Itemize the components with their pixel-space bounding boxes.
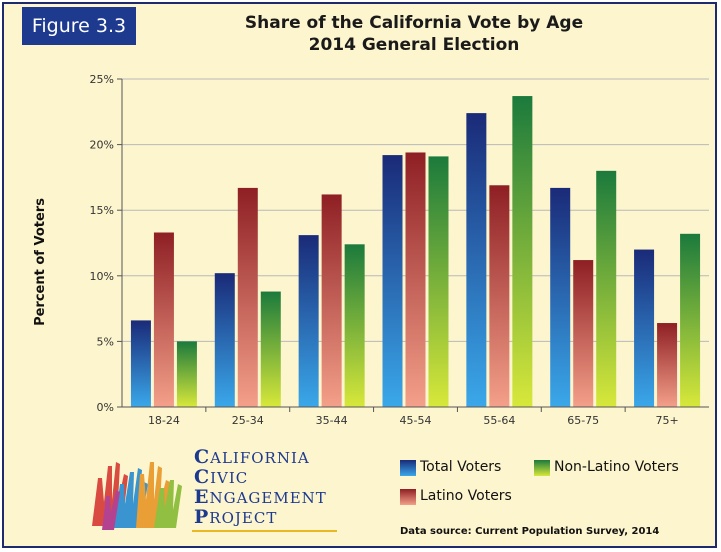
bar-nonlatino: [680, 233, 701, 407]
legend-latino: Latino Voters: [420, 488, 512, 504]
x-tick-label: 18-24: [148, 414, 180, 427]
chart-subtitle: 2014 General Election: [308, 35, 520, 55]
bar-nonlatino: [512, 96, 533, 407]
x-tick-label: 45-54: [400, 414, 432, 427]
logo-underline: [192, 530, 337, 532]
chart-title: Share of the California Vote by Age: [244, 13, 584, 33]
bar-nonlatino: [176, 341, 197, 407]
bar-total: [634, 249, 655, 407]
x-tick-label: 25-34: [232, 414, 264, 427]
bar-total: [298, 235, 319, 407]
bar-latino: [153, 232, 174, 407]
x-tick-label: 35-44: [316, 414, 348, 427]
bar-latino: [321, 194, 342, 407]
logo-word-civic: CIVIC: [194, 466, 249, 488]
legend-total: Total Voters: [420, 459, 502, 475]
legend-nonlatino: Non-Latino Voters: [554, 459, 679, 475]
legend-swatch-latino: [400, 489, 416, 505]
bar-total: [466, 113, 487, 407]
logo-word-engagement: ENGAGEMENT: [194, 486, 327, 508]
bars: [130, 96, 701, 407]
bar-nonlatino: [596, 170, 617, 407]
raised-hands-icon: [92, 462, 182, 530]
x-tick-label: 55-64: [483, 414, 515, 427]
y-axis-label: Percent of Voters: [33, 198, 48, 326]
cce-logo: CALIFORNIA CIVIC ENGAGEMENT PROJECT: [84, 444, 344, 534]
bar-nonlatino: [260, 291, 281, 407]
logo-word-project: PROJECT: [194, 506, 278, 528]
y-tick-label: 20%: [90, 139, 114, 152]
bar-total: [382, 155, 403, 407]
bar-latino: [237, 187, 258, 407]
bar-total: [550, 187, 571, 407]
y-tick-label: 10%: [90, 270, 114, 283]
axes: 0% 5% 10% 15% 20% 25% 18-24 25-34 35-44 45-54 55-6…: [90, 73, 709, 427]
legend-swatch-total: [400, 460, 416, 476]
bar-nonlatino: [344, 244, 365, 407]
data-source-note: Data source: Current Population Survey, …: [400, 526, 660, 537]
legend-swatch-nonlatino: [534, 460, 550, 476]
x-tick-label: 65-75: [567, 414, 599, 427]
y-tick-label: 15%: [90, 204, 114, 217]
bar-latino: [489, 185, 510, 407]
x-tick-label: 75+: [655, 414, 678, 427]
bar-total: [214, 273, 235, 407]
y-tick-label: 0%: [97, 401, 114, 414]
y-tick-label: 25%: [90, 73, 114, 86]
logo-word-california: CALIFORNIA: [194, 446, 310, 468]
bar-latino: [573, 260, 594, 407]
y-tick-label: 5%: [97, 335, 114, 348]
figure-badge: Figure 3.3: [22, 7, 136, 45]
bar-chart: 0% 5% 10% 15% 20% 25% 18-24 25-34 35-44 45-54 55-6…: [33, 73, 709, 427]
bar-latino: [657, 323, 678, 407]
bar-nonlatino: [428, 156, 449, 407]
bar-total: [130, 320, 151, 407]
bar-latino: [405, 152, 426, 407]
